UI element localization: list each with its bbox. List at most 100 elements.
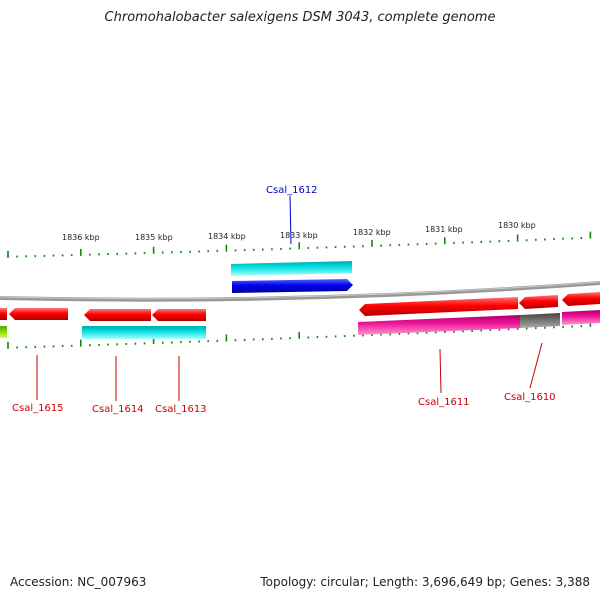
inner-ruler-minor-tick xyxy=(553,326,555,329)
inner-ruler-major-tick xyxy=(152,337,155,345)
gene-arrow-csal-1613[interactable] xyxy=(152,309,206,321)
outer-ruler-minor-tick xyxy=(425,242,428,245)
inner-ruler-minor-tick xyxy=(562,325,564,328)
outer-ruler-minor-tick xyxy=(553,238,555,241)
inner-ruler-minor-tick xyxy=(316,336,319,339)
gray-band-csal-1610[interactable] xyxy=(520,313,560,328)
inner-ruler-minor-tick xyxy=(398,332,401,335)
inner-ruler-minor-tick xyxy=(544,326,546,329)
ruler-label-1834: 1834 kbp xyxy=(208,232,246,241)
inner-ruler-minor-tick xyxy=(271,337,273,340)
inner-ruler-minor-tick xyxy=(571,325,573,328)
outer-ruler-major-tick xyxy=(225,244,228,252)
inner-ruler-minor-tick xyxy=(453,330,455,333)
inner-ruler-minor-tick xyxy=(161,341,164,344)
inner-ruler-minor-tick xyxy=(25,346,27,349)
rna-band-forward[interactable] xyxy=(231,261,352,276)
ruler-labels: 1836 kbp 1835 kbp 1834 kbp 1833 kbp 1832… xyxy=(62,221,536,242)
outer-ruler-major-tick xyxy=(298,242,300,250)
label-csal-1611[interactable]: Csal_1611 xyxy=(418,397,470,408)
outer-ruler-minor-tick xyxy=(525,239,528,242)
gene-arrow-csal-1611[interactable] xyxy=(359,297,518,316)
leader-csal-1612 xyxy=(289,195,292,245)
inner-ruler-minor-tick xyxy=(116,343,118,346)
leader-csal-1611 xyxy=(439,348,442,394)
outer-ruler-minor-tick xyxy=(480,240,482,243)
outer-ruler-minor-tick xyxy=(216,249,219,252)
outer-ruler-minor-tick xyxy=(61,254,64,257)
inner-ruler-minor-tick xyxy=(434,331,437,334)
inner-ruler-minor-tick xyxy=(61,345,64,348)
inner-ruler-minor-tick xyxy=(380,333,382,336)
inner-ruler-minor-tick xyxy=(343,335,346,338)
outer-ruler-minor-tick xyxy=(161,251,164,254)
inner-ruler-minor-tick xyxy=(580,325,583,328)
outer-ruler-minor-tick xyxy=(207,250,209,253)
gene-arrow-csal-1612[interactable] xyxy=(232,279,353,293)
outer-ruler-minor-tick xyxy=(571,237,573,240)
accession-label: Accession: NC_007963 xyxy=(10,575,147,589)
inner-ruler-minor-tick xyxy=(89,344,91,347)
outer-ruler-minor-tick xyxy=(198,250,200,253)
gene-arrow-csal-1614[interactable] xyxy=(84,309,151,321)
inner-ruler-minor-tick xyxy=(507,328,510,331)
inner-ruler-minor-tick xyxy=(125,343,128,345)
inner-ruler-minor-tick xyxy=(353,334,355,337)
label-csal-1613[interactable]: Csal_1613 xyxy=(155,404,207,415)
gene-arrow-left-edge[interactable] xyxy=(0,308,7,320)
gene-arrow-csal-1615[interactable] xyxy=(9,308,68,320)
inner-ruler-minor-tick xyxy=(189,340,191,343)
forward-strand-features xyxy=(231,261,353,293)
outer-ruler-minor-tick xyxy=(434,242,437,245)
label-csal-1612[interactable]: Csal_1612 xyxy=(266,185,318,196)
inner-ruler-minor-tick xyxy=(462,330,464,333)
outer-ruler-minor-tick xyxy=(307,247,310,249)
inner-ruler-minor-tick xyxy=(416,332,419,335)
reverse-strand-features xyxy=(0,292,600,339)
gene-arrow-csal-1610[interactable] xyxy=(519,295,558,309)
outer-ruler-minor-tick xyxy=(343,245,346,248)
outer-ruler-minor-tick xyxy=(89,253,91,256)
ruler-label-1835: 1835 kbp xyxy=(135,233,173,242)
outer-ruler-minor-tick xyxy=(16,255,18,258)
inner-ruler-minor-tick xyxy=(216,339,219,342)
outer-ruler-minor-tick xyxy=(471,241,473,244)
genome-title: Chromohalobacter salexigens DSM 3043, co… xyxy=(104,10,496,25)
outer-ruler-minor-tick xyxy=(407,243,410,246)
outer-ruler-major-tick xyxy=(7,250,9,258)
label-csal-1610[interactable]: Csal_1610 xyxy=(504,392,556,403)
outer-ruler-minor-tick xyxy=(243,249,246,252)
outer-ruler-minor-tick xyxy=(334,246,337,249)
inner-ruler-minor-tick xyxy=(262,338,264,341)
ruler-label-1836: 1836 kbp xyxy=(62,233,100,242)
inner-ruler-minor-tick xyxy=(471,329,473,332)
green-band-left[interactable] xyxy=(0,326,7,338)
outer-ruler-minor-tick xyxy=(562,237,564,240)
inner-ruler-minor-tick xyxy=(243,338,246,341)
label-csal-1615[interactable]: Csal_1615 xyxy=(12,403,64,414)
inner-ruler-minor-tick xyxy=(407,332,410,335)
outer-ruler-minor-tick xyxy=(271,248,273,251)
outer-ruler-minor-tick xyxy=(107,253,109,256)
label-csal-1614[interactable]: Csal_1614 xyxy=(92,404,144,415)
inner-ruler-minor-tick xyxy=(234,339,237,342)
inner-ruler-major-tick xyxy=(80,339,82,347)
outer-ruler-minor-tick xyxy=(134,252,137,255)
magenta-band-right-edge[interactable] xyxy=(562,310,600,325)
gene-arrow-right-edge[interactable] xyxy=(562,292,600,306)
outer-ruler-major-tick xyxy=(516,234,519,242)
rna-band-csal-1614-1613[interactable] xyxy=(82,326,206,339)
outer-ruler-minor-tick xyxy=(252,248,255,251)
genome-backbone xyxy=(0,281,600,302)
outer-ruler-minor-tick xyxy=(498,240,501,243)
outer-ruler-minor-tick xyxy=(262,248,264,251)
outer-ruler-major-tick xyxy=(80,248,82,256)
magenta-band-csal-1611[interactable] xyxy=(358,315,520,335)
outer-ruler-minor-tick xyxy=(535,238,537,241)
outer-ruler-minor-tick xyxy=(380,244,382,247)
outer-ruler-minor-tick xyxy=(389,244,391,247)
inner-ruler-minor-tick xyxy=(98,343,100,346)
outer-ruler-minor-tick xyxy=(116,252,118,255)
